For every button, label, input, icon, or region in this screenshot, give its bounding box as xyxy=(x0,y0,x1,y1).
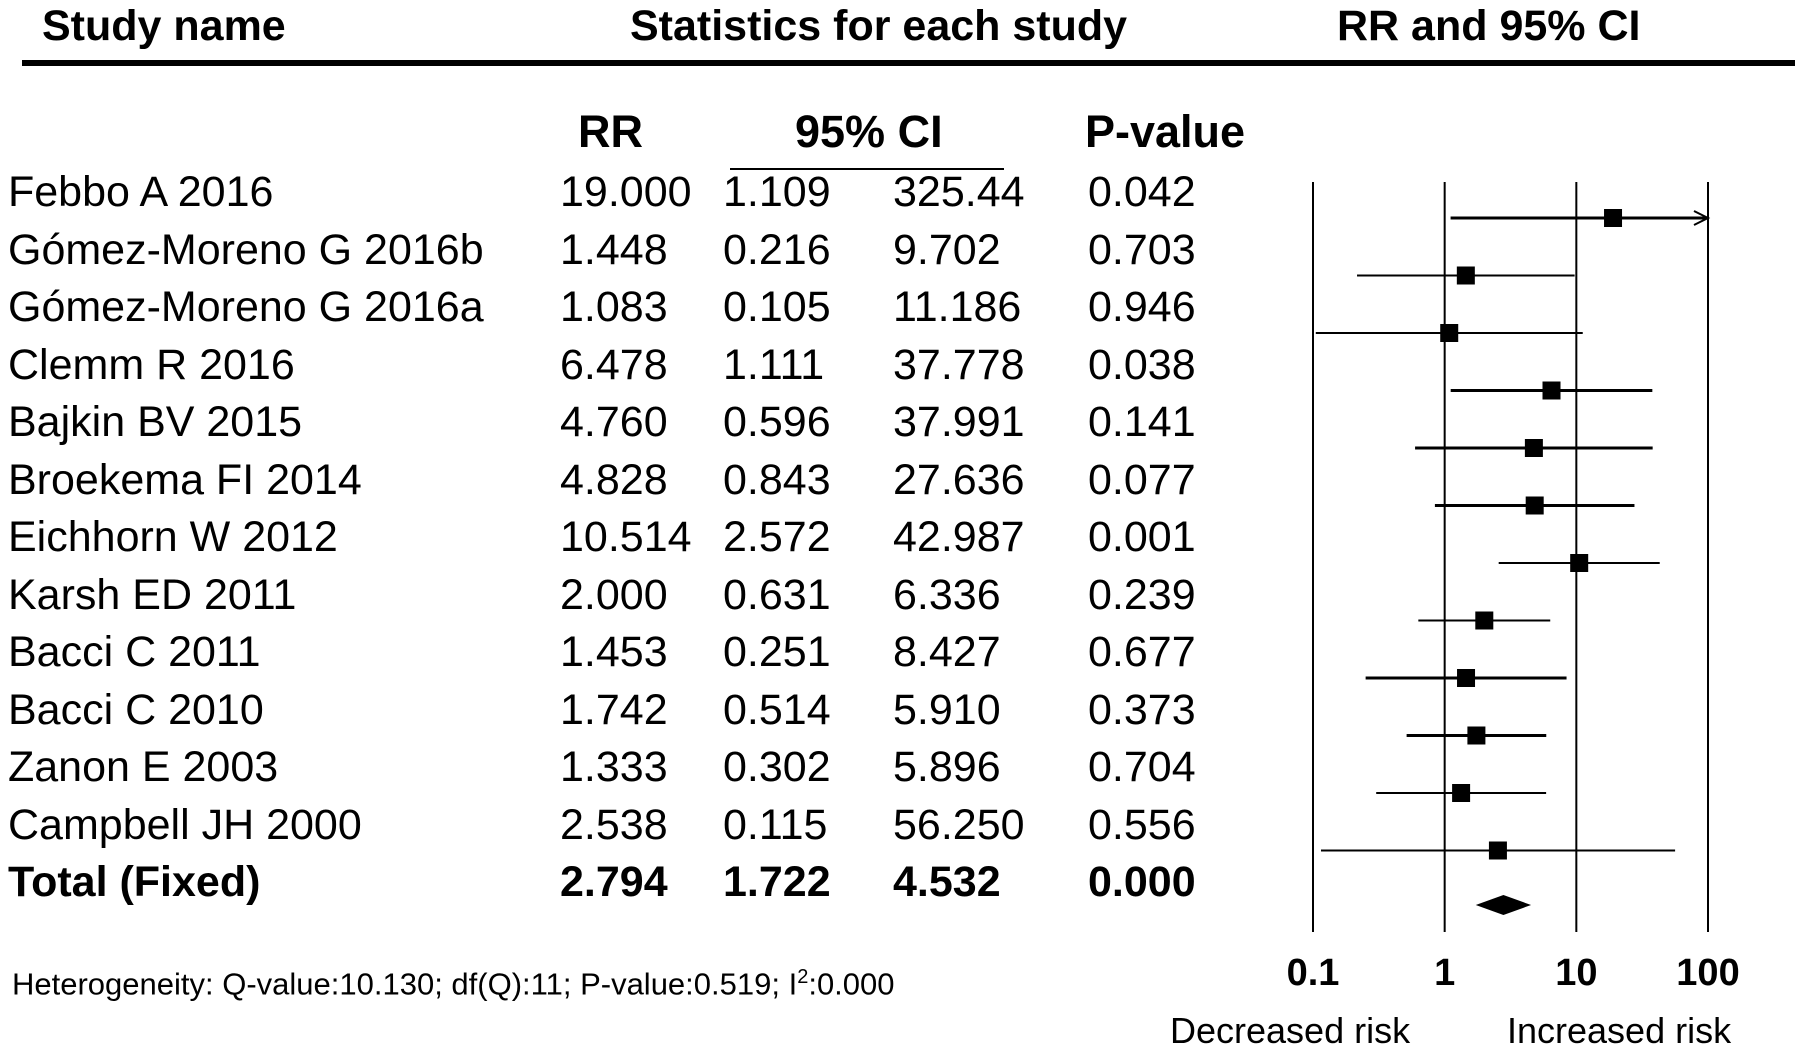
row-ci-upper: 5.896 xyxy=(893,743,1001,791)
header-rr-ci: RR and 95% CI xyxy=(1337,2,1641,50)
row-ci-upper: 6.336 xyxy=(893,570,1001,619)
row-rr-value: 2.538 xyxy=(560,800,668,849)
row-study-name: Gómez-Moreno G 2016a xyxy=(8,283,484,331)
row-p-value: 0.556 xyxy=(1088,800,1196,849)
tick-label-2: 10 xyxy=(1555,952,1598,994)
ci-underline xyxy=(730,168,1004,170)
point-estimate-10 xyxy=(1452,784,1471,802)
row-p-value: 0.677 xyxy=(1088,628,1196,676)
point-estimate-7 xyxy=(1475,611,1494,630)
row-study-name: Campbell JH 2000 xyxy=(8,800,362,849)
ci-arrow-0 xyxy=(1693,210,1711,226)
row-study-name: Karsh ED 2011 xyxy=(8,570,297,619)
row-p-value: 0.141 xyxy=(1088,398,1196,446)
increased-risk-label: Increased risk xyxy=(1507,1010,1732,1051)
point-estimate-6 xyxy=(1570,554,1589,572)
row-rr-value: 1.333 xyxy=(560,743,668,791)
heterogeneity-text: Heterogeneity: Q-value:10.130; df(Q):11;… xyxy=(12,966,895,1002)
point-estimate-9 xyxy=(1467,726,1486,745)
row-p-value: 0.946 xyxy=(1088,283,1196,331)
row-p-value: 0.042 xyxy=(1088,168,1196,216)
point-estimate-8 xyxy=(1457,669,1476,687)
row-p-value: 0.001 xyxy=(1088,513,1196,561)
subheader-ci: 95% CI xyxy=(795,106,943,157)
row-rr-value: 2.000 xyxy=(560,570,668,619)
row-ci-lower: 0.115 xyxy=(723,800,828,849)
total-p-value: 0.000 xyxy=(1088,858,1196,906)
row-ci-upper: 11.186 xyxy=(893,283,1022,331)
row-study-name: Bacci C 2011 xyxy=(8,628,261,676)
row-ci-upper: 8.427 xyxy=(893,628,1001,676)
point-estimate-3 xyxy=(1542,381,1561,400)
row-ci-upper: 42.987 xyxy=(893,513,1025,561)
tick-label-0: 0.1 xyxy=(1286,952,1340,994)
row-ci-lower: 0.631 xyxy=(723,570,831,619)
row-study-name: Clemm R 2016 xyxy=(8,340,295,389)
point-estimate-5 xyxy=(1525,496,1544,515)
point-estimate-1 xyxy=(1456,266,1475,285)
row-p-value: 0.703 xyxy=(1088,225,1196,274)
row-ci-lower: 2.572 xyxy=(723,513,831,561)
row-rr-value: 1.453 xyxy=(560,628,668,676)
row-rr-value: 1.742 xyxy=(560,685,668,734)
row-p-value: 0.704 xyxy=(1088,743,1196,791)
row-p-value: 0.239 xyxy=(1088,570,1196,619)
row-ci-upper: 27.636 xyxy=(893,455,1025,504)
decreased-risk-label: Decreased risk xyxy=(1170,1010,1411,1051)
row-p-value: 0.373 xyxy=(1088,685,1196,734)
row-study-name: Bacci C 2010 xyxy=(8,685,264,734)
row-p-value: 0.077 xyxy=(1088,455,1196,504)
point-estimate-11 xyxy=(1488,841,1507,860)
row-ci-upper: 325.44 xyxy=(893,168,1025,216)
total-ci-lower: 1.722 xyxy=(723,858,831,906)
row-rr-value: 19.000 xyxy=(560,168,692,216)
row-study-name: Bajkin BV 2015 xyxy=(8,398,303,446)
row-rr-value: 4.760 xyxy=(560,398,668,446)
subheader-rr: RR xyxy=(578,106,643,157)
row-ci-upper: 5.910 xyxy=(893,685,1001,734)
row-study-name: Broekema FI 2014 xyxy=(8,455,362,504)
row-study-name: Zanon E 2003 xyxy=(8,743,279,791)
header-statistics: Statistics for each study xyxy=(630,2,1128,50)
row-ci-lower: 0.251 xyxy=(723,628,831,676)
row-ci-lower: 0.105 xyxy=(723,283,831,331)
tick-label-3: 100 xyxy=(1676,952,1740,994)
row-ci-lower: 0.596 xyxy=(723,398,831,446)
row-ci-lower: 0.514 xyxy=(723,685,831,734)
subheader-p: P-value xyxy=(1085,106,1246,157)
total-ci-upper: 4.532 xyxy=(893,858,1001,906)
point-estimate-2 xyxy=(1440,324,1459,342)
point-estimate-0 xyxy=(1604,209,1623,227)
row-ci-lower: 1.111 xyxy=(723,340,825,389)
total-diamond xyxy=(1475,895,1532,915)
row-rr-value: 1.083 xyxy=(560,283,668,331)
row-ci-upper: 9.702 xyxy=(893,225,1001,274)
total-rr-value: 2.794 xyxy=(560,858,668,906)
point-estimate-4 xyxy=(1524,439,1543,457)
row-ci-lower: 0.843 xyxy=(723,455,831,504)
row-rr-value: 6.478 xyxy=(560,340,668,389)
total-study-name: Total (Fixed) xyxy=(8,858,261,906)
row-ci-lower: 1.109 xyxy=(723,168,831,216)
row-p-value: 0.038 xyxy=(1088,340,1196,389)
row-ci-upper: 56.250 xyxy=(893,800,1025,849)
row-study-name: Eichhorn W 2012 xyxy=(8,513,338,561)
row-ci-lower: 0.216 xyxy=(723,225,831,274)
row-ci-lower: 0.302 xyxy=(723,743,831,791)
row-rr-value: 1.448 xyxy=(560,225,668,274)
row-study-name: Febbo A 2016 xyxy=(8,168,274,216)
header-study-name: Study name xyxy=(42,2,286,50)
row-rr-value: 4.828 xyxy=(560,455,668,504)
row-ci-upper: 37.778 xyxy=(893,340,1025,389)
row-study-name: Gómez-Moreno G 2016b xyxy=(8,225,484,274)
tick-label-1: 1 xyxy=(1434,952,1456,994)
header-rule xyxy=(22,60,1795,66)
row-ci-upper: 37.991 xyxy=(893,398,1025,446)
row-rr-value: 10.514 xyxy=(560,513,692,561)
